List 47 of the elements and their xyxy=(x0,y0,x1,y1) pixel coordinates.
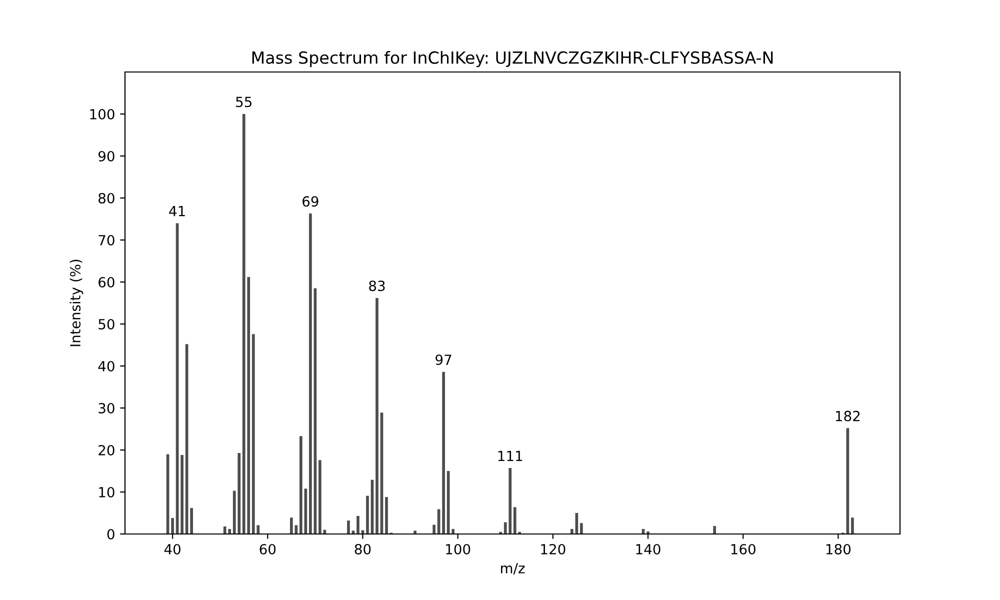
x-tick-label: 120 xyxy=(541,544,566,554)
y-tick-label: 100 xyxy=(90,108,114,120)
annotation: 111 xyxy=(498,450,522,462)
y-tick-label: 50 xyxy=(98,318,114,330)
x-tick-label: 180 xyxy=(826,544,851,554)
x-tick-label: 140 xyxy=(636,544,660,554)
annotation: 83 xyxy=(369,280,385,292)
bar xyxy=(347,520,350,534)
y-tick-label: 80 xyxy=(98,192,114,204)
bar xyxy=(414,530,416,534)
bar xyxy=(190,508,193,534)
bar xyxy=(376,298,378,534)
bar xyxy=(442,372,445,534)
x-axis-title: m/z xyxy=(501,563,525,575)
bar xyxy=(366,496,369,534)
bar xyxy=(385,497,388,534)
bar xyxy=(580,523,583,534)
y-tick-label: 70 xyxy=(98,234,114,246)
bar xyxy=(713,526,716,534)
bar xyxy=(452,528,454,534)
y-tick-label: 30 xyxy=(98,402,114,414)
annotation: 69 xyxy=(302,196,318,207)
bar xyxy=(570,528,574,534)
y-tick-label: 60 xyxy=(98,276,114,288)
bar xyxy=(851,518,854,534)
annotation: 55 xyxy=(236,96,252,108)
annotation: 41 xyxy=(169,206,185,216)
annotation: 97 xyxy=(436,354,452,366)
y-tick-label: 0 xyxy=(107,528,114,540)
bar xyxy=(356,516,360,534)
x-tick-label: 60 xyxy=(260,544,276,554)
x-tick-label: 160 xyxy=(731,544,756,554)
bar xyxy=(318,460,322,534)
bar xyxy=(432,524,436,534)
x-tick-label: 100 xyxy=(446,544,470,554)
bar xyxy=(180,455,184,534)
bar xyxy=(171,518,174,534)
x-tick-label: 40 xyxy=(164,544,180,554)
y-tick-label: 20 xyxy=(98,444,114,456)
annotation: 182 xyxy=(836,410,860,422)
y-axis-title: Intensity (%) xyxy=(70,260,84,346)
x-tick-label: 80 xyxy=(354,544,371,554)
bar xyxy=(309,214,312,534)
y-tick-label: 10 xyxy=(99,486,114,498)
y-tick-label: 90 xyxy=(98,150,114,162)
chart-title: Mass Spectrum for InChIKey: UJZLNVCZGZKIHR-CLFYSBASSA-N xyxy=(252,51,773,68)
y-tick-label: 40 xyxy=(98,360,114,372)
